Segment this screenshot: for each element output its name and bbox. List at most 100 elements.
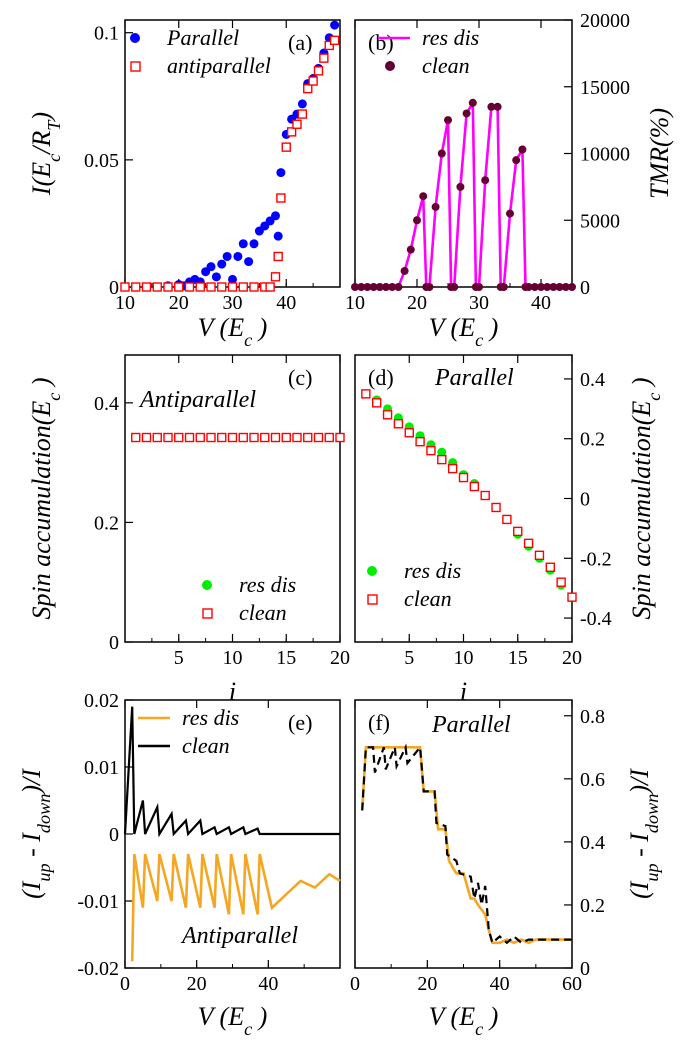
data-point: [195, 282, 205, 292]
data-point: [131, 432, 141, 443]
data-point: [513, 526, 523, 537]
panel-label: (c): [288, 365, 312, 390]
data-point: [206, 282, 216, 292]
data-point: [351, 283, 359, 291]
data-point: [555, 283, 564, 291]
x-tick-label: 5: [404, 647, 414, 669]
data-point: [506, 209, 514, 218]
panel-d: 5 10 15 20 -0.4 -0.2 0 0.2 0.4 (d) Parallel res dis…: [354, 354, 612, 669]
legend-label: res dis: [182, 705, 239, 730]
data-point: [330, 20, 340, 30]
x-tick-label: 20: [407, 292, 427, 314]
x-tick-label: 60: [562, 973, 582, 995]
data-point: [238, 432, 248, 443]
data-point: [303, 432, 313, 443]
data-point: [227, 432, 238, 443]
data-point: [543, 283, 552, 291]
y-tick-label: 0.02: [84, 690, 119, 712]
data-point: [437, 454, 447, 465]
x-tick-label: 20: [169, 292, 189, 314]
x-tick-label: 40: [531, 292, 551, 314]
data-point: [468, 98, 477, 107]
data-point: [530, 283, 539, 291]
x-tick-label: 20: [187, 973, 207, 995]
data-point: [324, 40, 334, 51]
data-point: [211, 272, 221, 282]
data-point: [450, 283, 459, 291]
data-point: [152, 282, 162, 292]
data-point: [292, 119, 302, 129]
panel-label: (d): [368, 365, 394, 390]
data-point: [567, 592, 577, 602]
data-point: [265, 282, 275, 292]
series-line-res-dis: [355, 98, 572, 289]
panel-label: (a): [288, 30, 312, 55]
data-point: [425, 283, 434, 291]
data-point: [206, 262, 216, 272]
panel-title: Parallel: [431, 712, 511, 738]
y-tick-label: 0: [580, 489, 590, 511]
data-point: [163, 432, 173, 443]
data-point: [394, 283, 403, 291]
y-tick-label: 0.4: [580, 369, 605, 391]
data-point: [222, 251, 232, 261]
legend-label: antiparallel: [167, 53, 271, 78]
data-point: [184, 282, 195, 292]
x-axis-label: i: [229, 677, 236, 706]
data-point: [456, 182, 465, 191]
legend-swatch: [385, 61, 395, 71]
data-point: [206, 432, 216, 443]
panel-title: Antiparallel: [180, 923, 298, 949]
data-point: [372, 398, 382, 408]
data-point: [335, 432, 345, 443]
y-tick-label: 0.01: [84, 757, 119, 779]
legend-label: res dis: [239, 572, 296, 597]
data-point: [491, 502, 501, 513]
data-point: [512, 156, 521, 165]
panel-label: (f): [368, 710, 390, 735]
data-point: [357, 283, 366, 291]
panel-a: 10 20 30 40 0 0.05 0.1 (a) Parallel antiparallel: [84, 19, 341, 314]
x-tick-label: 10: [223, 647, 243, 669]
y-axis-label: (Iup - Idown)/I: [17, 768, 54, 899]
legend-label: Parallel: [166, 25, 239, 50]
y-tick-label: 0.2: [580, 429, 605, 451]
x-axis-label: V (Ec ): [429, 1002, 499, 1039]
y-tick-label: 20000: [580, 10, 630, 32]
data-point: [400, 266, 409, 275]
data-point: [244, 257, 254, 267]
y-tick-label: 0.4: [580, 832, 605, 854]
data-point: [270, 272, 281, 282]
series-line-res-dis: [360, 746, 572, 945]
data-point: [487, 102, 496, 111]
data-point: [413, 216, 421, 225]
data-point: [281, 142, 291, 152]
data-point: [227, 282, 238, 292]
data-point: [233, 251, 243, 261]
data-point: [406, 245, 415, 254]
x-tick-label: 10: [454, 647, 474, 669]
panel-title: Antiparallel: [138, 387, 256, 413]
data-point: [273, 231, 283, 241]
data-point: [319, 53, 329, 63]
data-point: [324, 432, 334, 443]
data-point: [469, 481, 480, 492]
y-tick-label: 0: [580, 958, 590, 980]
y-axis-label: Spin accumulation(Ec ): [627, 377, 664, 619]
y-tick-label: -0.02: [77, 958, 119, 980]
y-tick-label: -0.4: [580, 608, 612, 630]
data-point: [549, 283, 558, 291]
panel-b: 10 20 30 40 0 5000 10000 15000 20000 (b) res dis cl…: [345, 10, 630, 314]
data-point: [141, 282, 152, 292]
x-tick-label: 15: [508, 647, 528, 669]
y-axis-label: Spin accumulation(Ec ): [27, 377, 64, 619]
plot-frame-f: [354, 699, 573, 969]
data-point: [249, 239, 259, 249]
data-point: [568, 283, 576, 291]
data-point: [217, 259, 227, 269]
data-point: [238, 282, 248, 292]
data-point: [292, 432, 302, 443]
data-point: [152, 432, 162, 443]
data-point: [329, 35, 340, 46]
